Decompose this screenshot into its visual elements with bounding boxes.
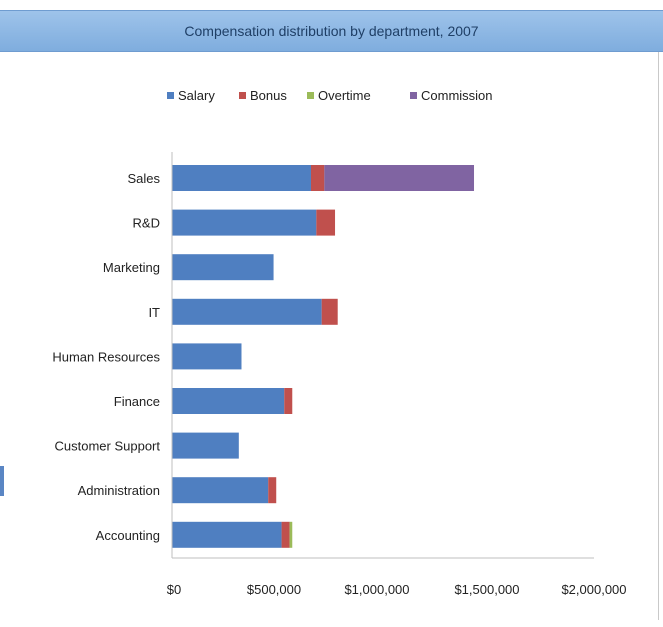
category-label: Human Resources [52,349,160,364]
chart-frame: Salary Bonus Overtime Commission Sales R&D Ma… [2,52,659,620]
bar-sales-commission [324,165,475,191]
left-edge-marker [0,466,4,496]
legend-swatch-salary [167,92,174,99]
category-label: Administration [78,483,160,498]
bar-accounting-overtime [289,521,293,548]
legend-swatch-overtime [307,92,314,99]
bar-finance-salary [172,388,285,414]
category-label: Accounting [96,528,160,543]
chart-title: Compensation distribution by department,… [184,23,479,39]
legend-label-overtime: Overtime [318,88,371,103]
bar-r-d-bonus [316,209,336,236]
x-tick-label: $1,500,000 [454,582,519,597]
legend: Salary Bonus Overtime Commission [167,88,493,103]
legend-label-commission: Commission [421,88,493,103]
bar-sales-salary [172,165,311,191]
legend-label-bonus: Bonus [250,88,287,103]
category-label: Finance [114,394,160,409]
legend-swatch-commission [410,92,417,99]
x-tick-label: $0 [167,582,181,597]
legend-label-salary: Salary [178,88,215,103]
category-label: Customer Support [55,439,161,454]
bar-sales-bonus [310,165,325,191]
bar-r-d-salary [172,209,317,236]
legend-swatch-bonus [239,92,246,99]
category-label: R&D [133,216,160,231]
bar-accounting-salary [172,521,282,548]
category-label: Marketing [103,260,160,275]
x-tick-label: $2,000,000 [561,582,626,597]
x-tick-label: $500,000 [247,582,301,597]
bar-marketing-salary [172,254,274,281]
bar-chart: Salary Bonus Overtime Commission Sales R&D Ma… [52,88,627,597]
bar-it-salary [172,298,322,325]
bar-it-bonus [321,298,338,325]
bar-finance-bonus [284,388,293,414]
x-tick-label: $1,000,000 [344,582,409,597]
bar-customer-support-salary [172,432,239,459]
bar-administration-bonus [268,477,277,504]
x-tick-labels: $0 $500,000 $1,000,000 $1,500,000 $2,000,000 [167,582,627,597]
bar-accounting-bonus [281,521,290,548]
bar-administration-salary [172,477,269,504]
category-label: IT [148,305,160,320]
category-labels: Sales R&D Marketing IT Human Resources Financ… [52,171,160,543]
category-label: Sales [127,171,160,186]
bars [172,165,475,548]
bar-human-resources-salary [172,343,242,370]
chart-title-bar: Compensation distribution by department,… [0,10,663,52]
